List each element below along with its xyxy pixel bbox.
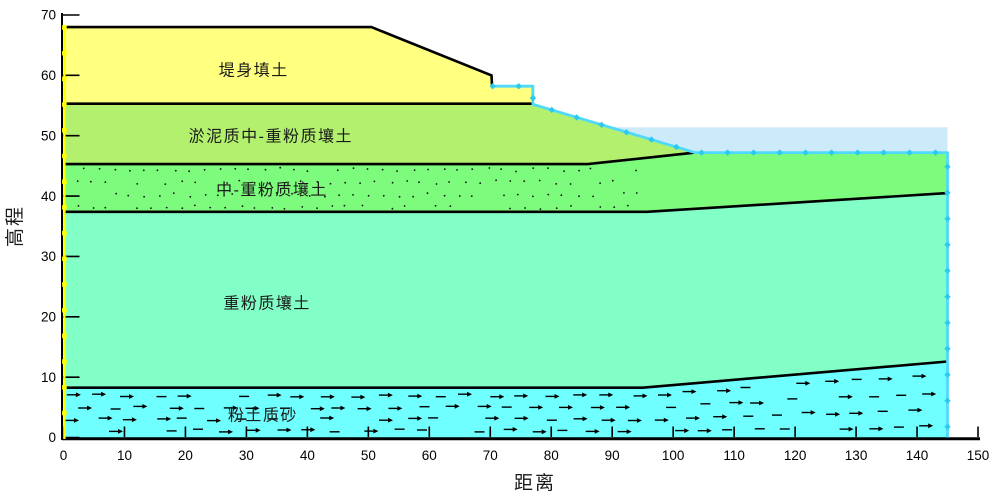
y-tick-label: 40 — [41, 189, 56, 204]
x-tick-label: 130 — [845, 448, 868, 463]
y-tick-label: 30 — [41, 249, 56, 264]
y-tick-label: 50 — [41, 128, 56, 143]
x-tick-label: 20 — [178, 448, 193, 463]
x-tick-label: 30 — [239, 448, 254, 463]
left-region-edge — [62, 25, 67, 439]
layer-label-muddy-silty-loam: 淤泥质中-重粉质壤土 — [189, 127, 353, 146]
stratum-boundary-3 — [63, 191, 948, 214]
layer-muddy-silty-loam — [63, 103, 696, 165]
vertex-marker — [62, 128, 67, 133]
vertex-marker — [62, 256, 67, 262]
vertex-marker — [62, 282, 67, 287]
x-tick-label: 90 — [605, 448, 620, 463]
layer-embankment-fill — [63, 27, 533, 104]
vertex-marker — [62, 410, 67, 416]
layer-label-embankment-fill: 堤身填土 — [219, 61, 289, 79]
x-tick-label: 40 — [300, 448, 315, 463]
y-tick-label: 10 — [41, 370, 56, 385]
x-tick-label: 70 — [483, 448, 498, 463]
layer-label-silty-sand: 粉土质砂 — [228, 407, 298, 425]
vertex-marker — [62, 153, 67, 159]
vertex-marker — [62, 50, 67, 56]
axes: 0 10 20 30 40 50 60 70 80 90 100 110 120 130 140 150 0 10… — [41, 8, 989, 463]
vertex-marker — [62, 307, 67, 313]
layer-heavy-silty-loam — [63, 193, 948, 388]
vertex-marker — [62, 205, 67, 210]
stratum-boundary-0 — [63, 25, 494, 87]
layer-label-mid-heavy-silty-loam: 中-重粉质壤土 — [216, 180, 328, 199]
y-tick-label: 20 — [41, 309, 56, 324]
x-tick-label: 110 — [723, 448, 745, 463]
x-axis-title: 距离 — [514, 472, 556, 494]
vertex-marker — [62, 359, 67, 364]
y-tick-label: 0 — [48, 430, 56, 445]
x-tick-label: 10 — [117, 448, 132, 463]
vertex-marker — [62, 385, 67, 390]
stratum-boundary-2 — [63, 151, 696, 166]
dots-pattern — [76, 166, 638, 211]
x-tick-label: 120 — [784, 448, 807, 463]
y-tick-label: 70 — [41, 8, 56, 23]
x-tick-label: 80 — [544, 448, 559, 463]
stratum-boundary-4 — [63, 360, 948, 390]
vertex-marker — [62, 102, 67, 107]
x-tick-label: 150 — [967, 448, 990, 463]
x-tick-label: 50 — [361, 448, 376, 463]
vertex-marker — [62, 25, 67, 30]
y-axis-title: 高程 — [4, 205, 26, 247]
y-tick-label: 60 — [41, 68, 56, 83]
phreatic-line-markers — [489, 83, 951, 430]
phreatic-line — [492, 84, 949, 438]
vertex-marker — [62, 76, 67, 82]
vertex-marker — [62, 179, 67, 184]
vertex-marker — [62, 333, 67, 339]
x-tick-label: 60 — [422, 448, 437, 463]
x-tick-label: 140 — [906, 448, 929, 463]
x-tick-label: 100 — [662, 448, 685, 463]
flow-arrows-pattern — [65, 373, 937, 435]
vertex-marker — [62, 230, 67, 236]
water-region — [609, 127, 948, 153]
x-tick-label: 0 — [60, 448, 68, 463]
layer-label-heavy-silty-loam: 重粉质壤土 — [223, 293, 311, 312]
layer-mid-heavy-silty-loam — [63, 152, 948, 212]
